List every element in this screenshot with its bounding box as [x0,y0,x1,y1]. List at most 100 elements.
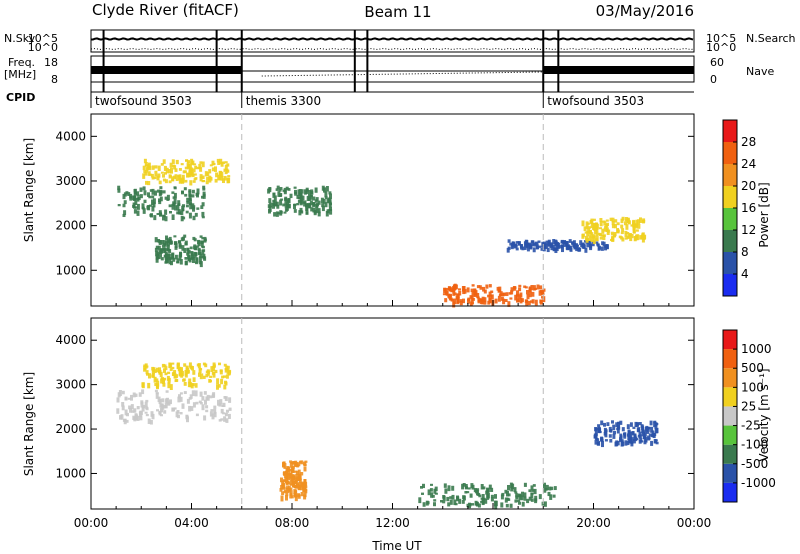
scatter-cell-p1-r2-67 [289,487,293,491]
scatter-cell-p1-r2-91 [300,482,304,488]
scatter-cell-p1-r3-100 [471,503,475,506]
scatter-cell-p0-r1-47 [147,171,151,176]
scatter-cell-p0-r0-45 [122,203,126,208]
scatter-cell-p1-r2-119 [303,479,307,485]
scatter-cell-p0-r1-60 [214,178,218,183]
scatter-cell-p1-r4-49 [643,436,646,440]
scatter-cell-p0-r4-134 [541,296,544,299]
scatter-cell-p0-r6-93 [621,237,625,242]
scatter-cell-p0-r2-87 [187,255,191,258]
cpid-label: CPID [6,91,35,104]
scatter-cell-p0-r4-30 [542,288,546,292]
scatter-cell-p0-r1-1 [175,178,179,181]
scatter-cell-p0-r1-12 [168,180,172,184]
scatter-cell-p1-r0-117 [128,405,132,410]
scatter-cell-p0-r0-124 [153,215,157,221]
scatter-cell-p1-r1-34 [163,364,167,367]
scatter-cell-p0-r6-106 [607,229,611,233]
scatter-cell-p0-r5-37 [507,239,511,243]
scatter-cell-p0-r3-129 [275,201,279,207]
axes-vel-ytick-label-0: 4000 [55,333,86,347]
scatter-cell-p0-r5-111 [552,239,556,245]
scatter-cell-p0-r5-86 [515,247,519,251]
scatter-cell-p0-r6-125 [624,221,627,226]
scatter-cell-p1-r3-126 [509,503,513,508]
scatter-cell-p1-r4-95 [615,422,619,428]
scatter-cell-p1-r4-92 [639,438,643,442]
scatter-cell-p0-r3-50 [322,199,326,204]
scatter-cell-p1-r0-122 [171,407,175,412]
scatter-cell-p1-r1-11 [148,373,151,379]
scatter-cell-p0-r5-135 [537,240,541,243]
scatter-cell-p0-r4-47 [453,298,457,305]
scatter-cell-p0-r4-138 [459,299,463,303]
freq-band-0 [91,66,242,74]
scatter-cell-p0-r5-50 [529,244,533,250]
scatter-cell-p1-r1-107 [204,363,208,368]
scatter-cell-p0-r0-55 [169,211,172,214]
scatter-cell-p0-r6-12 [603,221,607,226]
scatter-cell-p1-r4-85 [650,426,654,433]
scatter-cell-p0-r0-70 [185,204,189,208]
axes-vel-xtick-label-5: 20:00 [576,516,611,530]
scatter-cell-p1-r1-54 [208,379,212,383]
scatter-cell-p0-r6-35 [586,222,590,225]
cpid-label-0: twofsound 3503 [95,94,192,108]
scatter-cell-p1-r2-16 [280,477,283,483]
scatter-cell-p0-r4-125 [471,291,475,297]
scatter-cell-p0-r3-73 [329,206,332,211]
scatter-cell-p0-r6-113 [590,223,594,228]
scatter-cell-p1-r2-36 [297,478,301,482]
scatter-cell-p1-r0-69 [194,390,198,397]
scatter-cell-p0-r5-100 [551,245,555,248]
scatter-cell-p0-r2-102 [190,256,194,260]
scatter-cell-p0-r6-123 [595,230,599,236]
scatter-cell-p1-r3-50 [518,501,521,505]
nave-tick-bottom: 0 [710,73,717,86]
scatter-cell-p1-r3-34 [550,486,554,491]
scatter-cell-p1-r4-55 [604,439,608,442]
scatter-cell-p1-r3-53 [528,496,532,501]
scatter-cell-p0-r4-118 [516,297,519,303]
scatter-cell-p0-r4-80 [519,297,523,304]
scatter-cell-p0-r1-68 [220,162,224,167]
scatter-cell-p0-r3-9 [310,195,313,198]
scatter-cell-p0-r4-99 [477,297,481,302]
scatter-cell-p0-r2-103 [186,248,190,251]
scatter-cell-p1-r0-124 [140,400,144,405]
scatter-cell-p0-r2-97 [200,240,204,244]
scatter-cell-p1-r1-138 [192,377,196,383]
scatter-cell-p0-r6-116 [585,226,589,229]
scatter-cell-p1-r3-42 [506,491,509,497]
scatter-cell-p1-r3-131 [488,484,492,490]
scatter-cell-p1-r0-76 [219,399,223,405]
scatter-cell-p0-r1-135 [199,161,203,164]
scatter-cell-p0-r0-119 [136,203,140,210]
scatter-cell-p0-r0-50 [148,195,152,199]
scatter-cell-p1-r3-82 [530,492,534,499]
scatter-cell-p0-r4-111 [471,301,474,305]
scatter-cell-p0-r4-84 [488,291,492,297]
scatter-cell-p1-r2-65 [300,484,304,491]
scatter-cell-p1-r4-132 [608,434,612,438]
scatter-cell-p1-r4-116 [598,430,602,434]
scatter-cell-p1-r1-84 [210,366,214,372]
scatter-cell-p0-r1-50 [188,167,192,172]
scatter-cell-p0-r4-122 [527,300,531,306]
scatter-cell-p1-r4-129 [612,433,616,439]
scatter-cell-p1-r4-90 [633,434,637,438]
scatter-cell-p0-r4-26 [523,285,527,288]
scatter-cell-p0-r4-24 [462,298,465,304]
scatter-cell-p0-r2-59 [178,240,181,244]
scatter-cell-p1-r0-65 [191,390,195,397]
scatter-cell-p0-r4-23 [510,287,514,292]
scatter-cell-p1-r3-91 [461,499,465,504]
scatter-cell-p1-r2-95 [281,491,285,496]
scatter-cell-p1-r1-114 [205,373,209,378]
scatter-cell-p0-r3-134 [269,202,273,208]
scatter-cell-p1-r3-106 [520,495,524,501]
scatter-cell-p1-r0-88 [199,391,203,397]
scatter-cell-p1-r3-80 [530,485,534,491]
scatter-cell-p1-r2-41 [303,461,306,466]
scatter-cell-p0-r0-95 [151,206,155,212]
